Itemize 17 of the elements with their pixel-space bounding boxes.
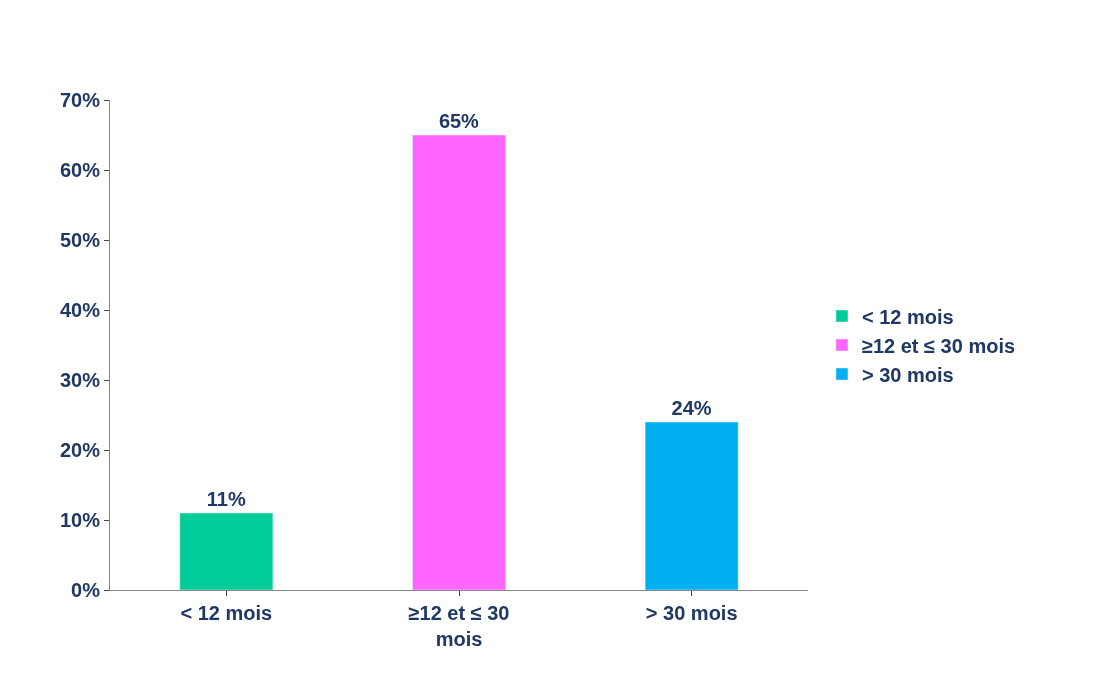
data-label: 11% [206,488,246,510]
y-tick-label: 50% [59,229,101,251]
data-label: 24% [671,397,712,419]
y-tick-label: 70% [59,89,101,111]
x-tick-label: > 30 mois [645,602,738,624]
legend-label: > 30 mois [861,363,954,386]
y-tick-label: 10% [59,509,101,531]
y-tick-label: 60% [59,159,101,181]
y-tick-label: 20% [59,439,101,461]
y-tick-label: 40% [59,299,101,321]
y-tick-label: 30% [59,369,101,391]
legend-label: < 12 mois [861,305,954,328]
data-label: 65% [438,110,480,132]
x-tick-label: ≥12 et ≤ 30 mois [408,602,510,650]
y-tick-label: 0% [71,579,101,601]
x-tick-label: < 12 mois [180,602,273,624]
legend-label: ≥12 et ≤ 30 mois [861,334,1016,357]
